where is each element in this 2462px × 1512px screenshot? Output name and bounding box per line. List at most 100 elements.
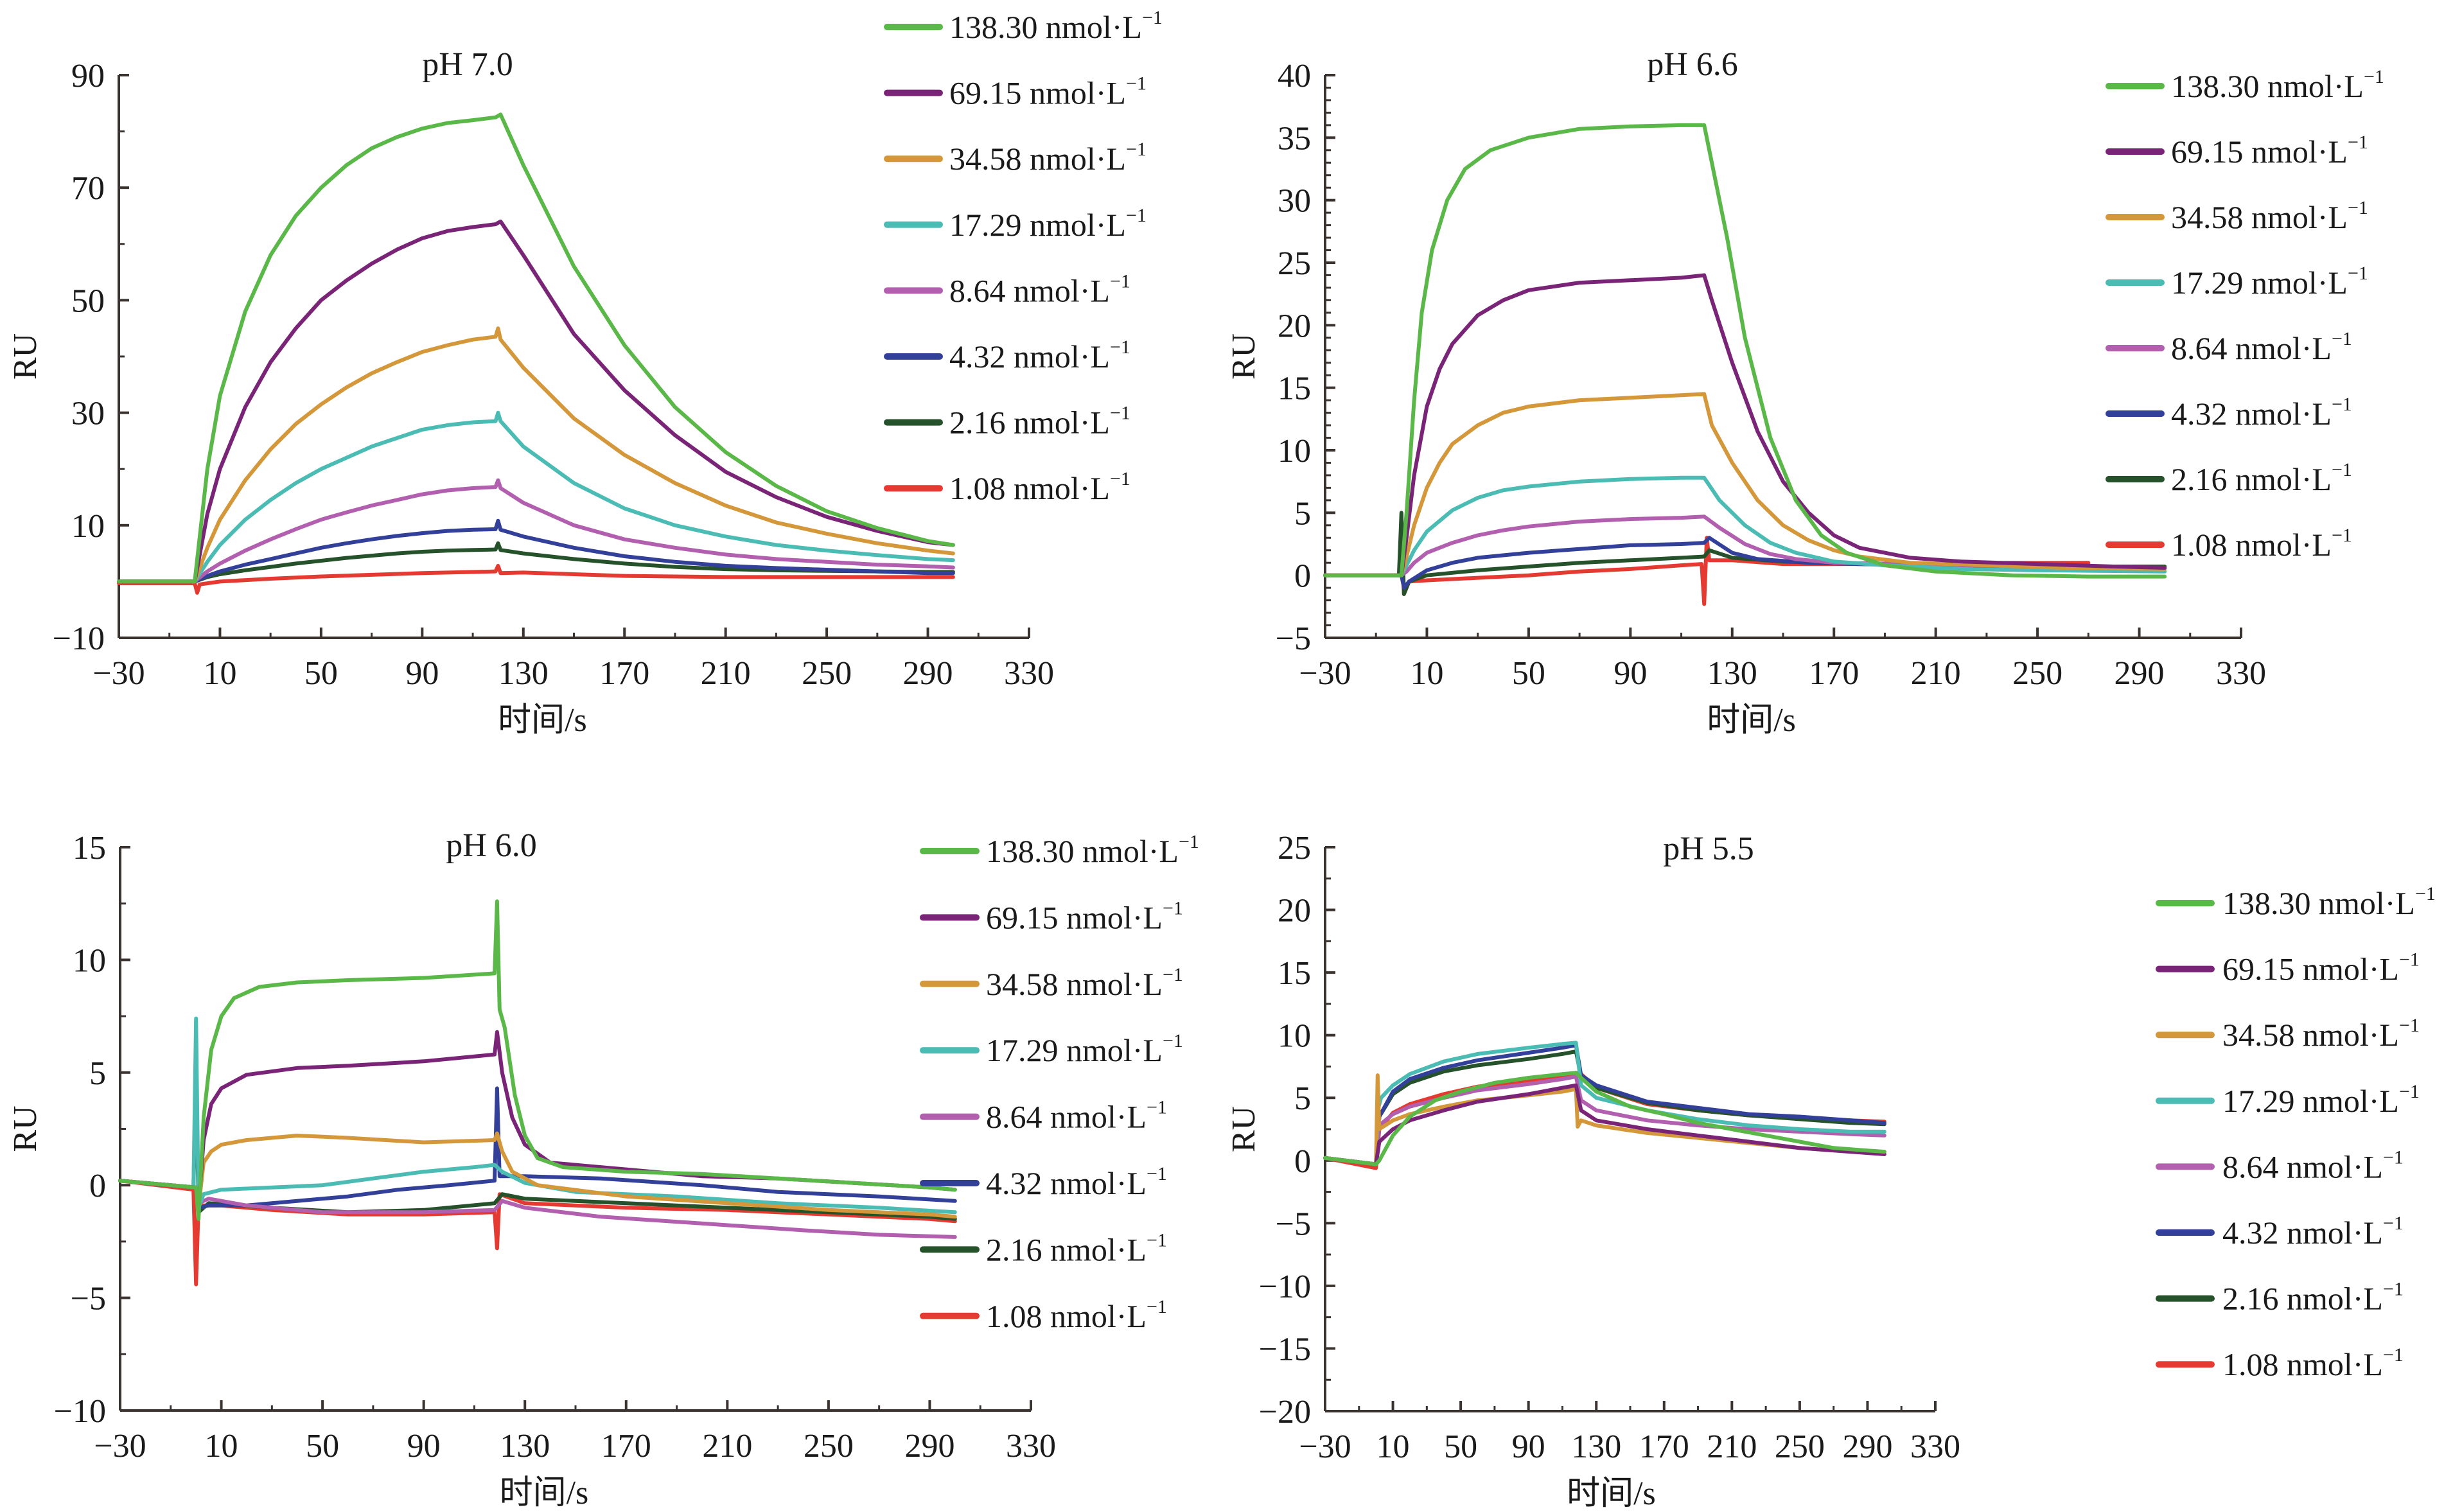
x-tick-label: 250	[804, 1428, 854, 1464]
x-tick-label: 10	[205, 1428, 238, 1464]
chart-panel-2: −5 0 5 10 15 20 25 30 35 40 −30 10 50 90 130 170 210 250 2…	[1226, 46, 2384, 739]
legend-item: 138.30 nmol·L−1	[884, 7, 1163, 45]
x-tick-label: 50	[1512, 655, 1545, 692]
series-line-1-08	[118, 1179, 957, 1287]
y-tick-label: 15	[1278, 371, 1311, 407]
y-tick-label: 15	[1278, 955, 1311, 992]
series-line-17-29	[117, 410, 955, 584]
y-tick-label: −10	[53, 620, 105, 657]
x-tick-label: 170	[601, 1428, 651, 1464]
x-tick-label: 330	[2216, 655, 2266, 692]
series-line-138-30	[1323, 123, 2167, 579]
x-tick-label: 290	[903, 655, 953, 692]
x-tick-label: 210	[1911, 655, 1961, 692]
legend-item: 34.58 nmol·L−1	[2156, 1015, 2420, 1053]
legend-label: 69.15 nmol·L−1	[2171, 132, 2368, 170]
legend-label: 69.15 nmol·L−1	[2222, 949, 2420, 987]
x-tick-label: 10	[1376, 1428, 1410, 1465]
series-line-4-32	[118, 1086, 957, 1210]
x-tick-label: −30	[1299, 655, 1351, 692]
legend-label: 2.16 nmol·L−1	[2222, 1279, 2404, 1317]
y-tick-label: 5	[1294, 495, 1311, 532]
legend-label: 2.16 nmol·L−1	[986, 1229, 1167, 1267]
legend-item: 138.30 nmol·L−1	[2156, 883, 2436, 921]
legend: 138.30 nmol·L−1 69.15 nmol·L−1 34.58 nmol·…	[2156, 883, 2436, 1382]
legend-label: 2.16 nmol·L−1	[2171, 459, 2352, 497]
series-line-4-32	[1323, 1043, 1886, 1166]
legend-label: 8.64 nmol·L−1	[2222, 1147, 2404, 1184]
x-tick-label: 330	[1910, 1428, 1960, 1465]
x-axis-title: 时间/s	[500, 1475, 589, 1511]
y-axis-title: RU	[1226, 1106, 1262, 1152]
y-tick-label: 15	[73, 830, 106, 866]
legend-item: 8.64 nmol·L−1	[2156, 1147, 2404, 1184]
legend-item: 34.58 nmol·L−1	[884, 139, 1147, 177]
chart-panel-4: −20 −15 −10 −5 0 5 10 15 20 25 −30 10 50 90 130 170 210 2…	[1226, 830, 2436, 1512]
legend-item: 17.29 nmol·L−1	[2156, 1081, 2420, 1119]
legend-item: 1.08 nmol·L−1	[2106, 525, 2352, 563]
y-tick-label: 0	[89, 1168, 106, 1204]
x-tick-label: 330	[1004, 655, 1054, 692]
legend-item: 4.32 nmol·L−1	[920, 1163, 1167, 1201]
x-tick-label: 90	[1613, 655, 1647, 692]
panel-title: pH 7.0	[422, 46, 513, 83]
y-tick-label: −20	[1259, 1394, 1311, 1430]
legend-item: 4.32 nmol·L−1	[2106, 394, 2352, 432]
panel-title: pH 6.6	[1647, 46, 1738, 83]
legend-label: 34.58 nmol·L−1	[2222, 1015, 2420, 1053]
series-line-138-30	[1323, 1071, 1886, 1166]
legend-label: 34.58 nmol·L−1	[949, 139, 1147, 177]
legend-label: 138.30 nmol·L−1	[2222, 883, 2436, 921]
legend-item: 8.64 nmol·L−1	[884, 270, 1130, 308]
series-line-34-58	[117, 326, 955, 584]
x-tick-label: 50	[304, 655, 338, 692]
series-group	[117, 112, 955, 595]
y-tick-label: 30	[1278, 183, 1311, 220]
legend-item: 34.58 nmol·L−1	[920, 964, 1183, 1002]
series-line-34-58	[1323, 392, 2167, 577]
legend: 138.30 nmol·L−1 69.15 nmol·L−1 34.58 nmol·…	[920, 831, 1199, 1334]
x-tick-label: −30	[92, 655, 145, 692]
y-tick-label: −10	[54, 1393, 106, 1430]
legend-item: 2.16 nmol·L−1	[884, 403, 1130, 441]
legend-item: 1.08 nmol·L−1	[2156, 1344, 2404, 1382]
series-group	[118, 899, 957, 1287]
x-tick-label: 10	[203, 655, 236, 692]
legend-item: 34.58 nmol·L−1	[2106, 197, 2368, 235]
y-tick-label: 20	[1278, 308, 1311, 344]
legend-label: 1.08 nmol·L−1	[2222, 1344, 2404, 1382]
y-tick-label: 5	[1294, 1080, 1311, 1117]
legend-label: 17.29 nmol·L−1	[2171, 263, 2368, 301]
series-line-8-64	[1323, 514, 2167, 577]
y-tick-label: 40	[1278, 58, 1311, 94]
y-tick-label: −5	[71, 1281, 106, 1317]
y-tick-label: 20	[1278, 893, 1311, 929]
x-tick-label: 90	[405, 655, 439, 692]
y-tick-label: 90	[71, 58, 105, 94]
x-tick-label: 50	[306, 1428, 339, 1464]
legend-label: 138.30 nmol·L−1	[949, 7, 1163, 45]
x-tick-label: 130	[500, 1428, 550, 1464]
x-tick-label: 290	[2115, 655, 2165, 692]
x-axis-title: 时间/s	[1707, 702, 1796, 739]
legend-item: 1.08 nmol·L−1	[884, 468, 1130, 506]
x-tick-label: 330	[1006, 1428, 1056, 1464]
y-axis-title: RU	[1226, 333, 1262, 380]
legend-label: 34.58 nmol·L−1	[2171, 197, 2368, 235]
y-tick-label: −15	[1259, 1331, 1311, 1367]
x-tick-label: 250	[1775, 1428, 1825, 1465]
x-tick-label: 130	[1571, 1428, 1621, 1465]
series-line-69-15	[1323, 273, 2167, 577]
chart-panel-1: −10 10 30 50 70 90 −30 10 50 90 130 170 210 250 290 330…	[7, 7, 1163, 739]
legend-item: 1.08 nmol·L−1	[920, 1296, 1167, 1334]
x-tick-label: 130	[498, 655, 549, 692]
legend-item: 69.15 nmol·L−1	[920, 897, 1183, 935]
x-tick-label: 130	[1707, 655, 1757, 692]
series-line-138-30	[117, 112, 955, 584]
legend-label: 1.08 nmol·L−1	[986, 1296, 1167, 1334]
x-tick-label: −30	[1299, 1428, 1351, 1465]
legend-item: 69.15 nmol·L−1	[884, 73, 1147, 111]
legend-label: 2.16 nmol·L−1	[949, 403, 1130, 441]
legend-item: 2.16 nmol·L−1	[2156, 1279, 2404, 1317]
series-line-69-15	[117, 219, 955, 584]
